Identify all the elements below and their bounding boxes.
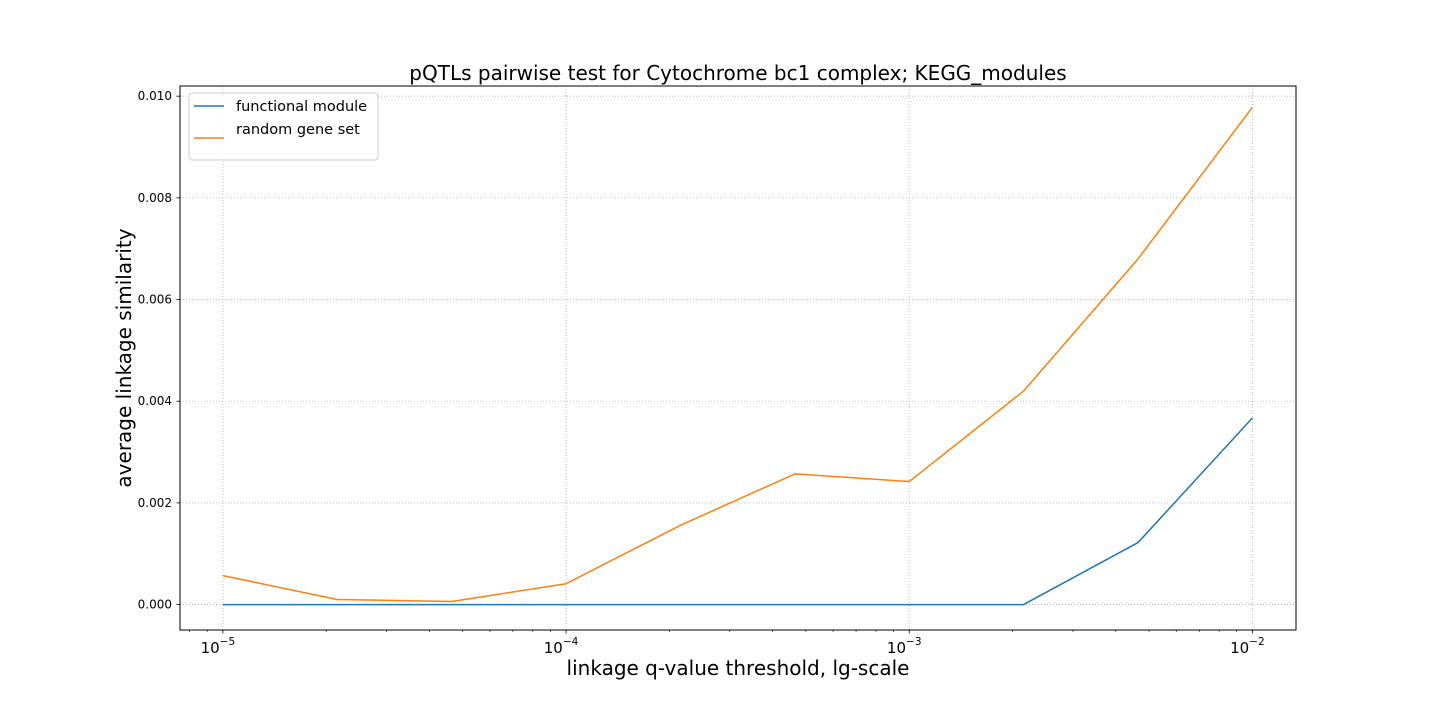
x-tick-base: 10 [201,639,220,657]
legend: functional module random gene set [188,92,379,161]
legend-box [188,92,379,161]
plot-frame [179,85,1297,631]
x-tick-label: 10−3 [887,636,922,657]
x-tick-label: 10−5 [201,636,236,657]
y-tick-label: 0.006 [138,293,172,307]
y-axis-label: average linkage similarity [112,228,136,487]
y-tick-label: 0.000 [138,598,172,612]
series-line-random-gene-set [222,106,1253,603]
axis-ticks [176,95,1253,634]
x-tick-exponent: −5 [220,636,235,648]
y-tick-label: 0.004 [138,394,172,408]
x-tick-base: 10 [887,639,906,657]
x-tick-base: 10 [544,639,563,657]
x-axis-label: linkage q-value threshold, lg-scale [567,656,910,680]
y-tick-label: 0.008 [138,191,172,205]
x-tick-label: 10−4 [544,636,579,657]
y-tick-label: 0.010 [138,89,172,103]
x-tick-label: 10−2 [1230,636,1265,657]
y-tick-label: 0.002 [138,496,172,510]
chart-title: pQTLs pairwise test for Cytochrome bc1 c… [409,61,1066,85]
series-line-functional-module [222,417,1253,606]
legend-label-functional-module: functional module [236,99,367,115]
x-tick-exponent: −4 [563,636,579,648]
x-tick-exponent: −2 [1249,636,1264,648]
x-tick-base: 10 [1230,639,1249,657]
legend-label-random-gene-set: random gene set [236,122,360,138]
series-lines [222,106,1253,606]
x-tick-exponent: −3 [906,636,921,648]
